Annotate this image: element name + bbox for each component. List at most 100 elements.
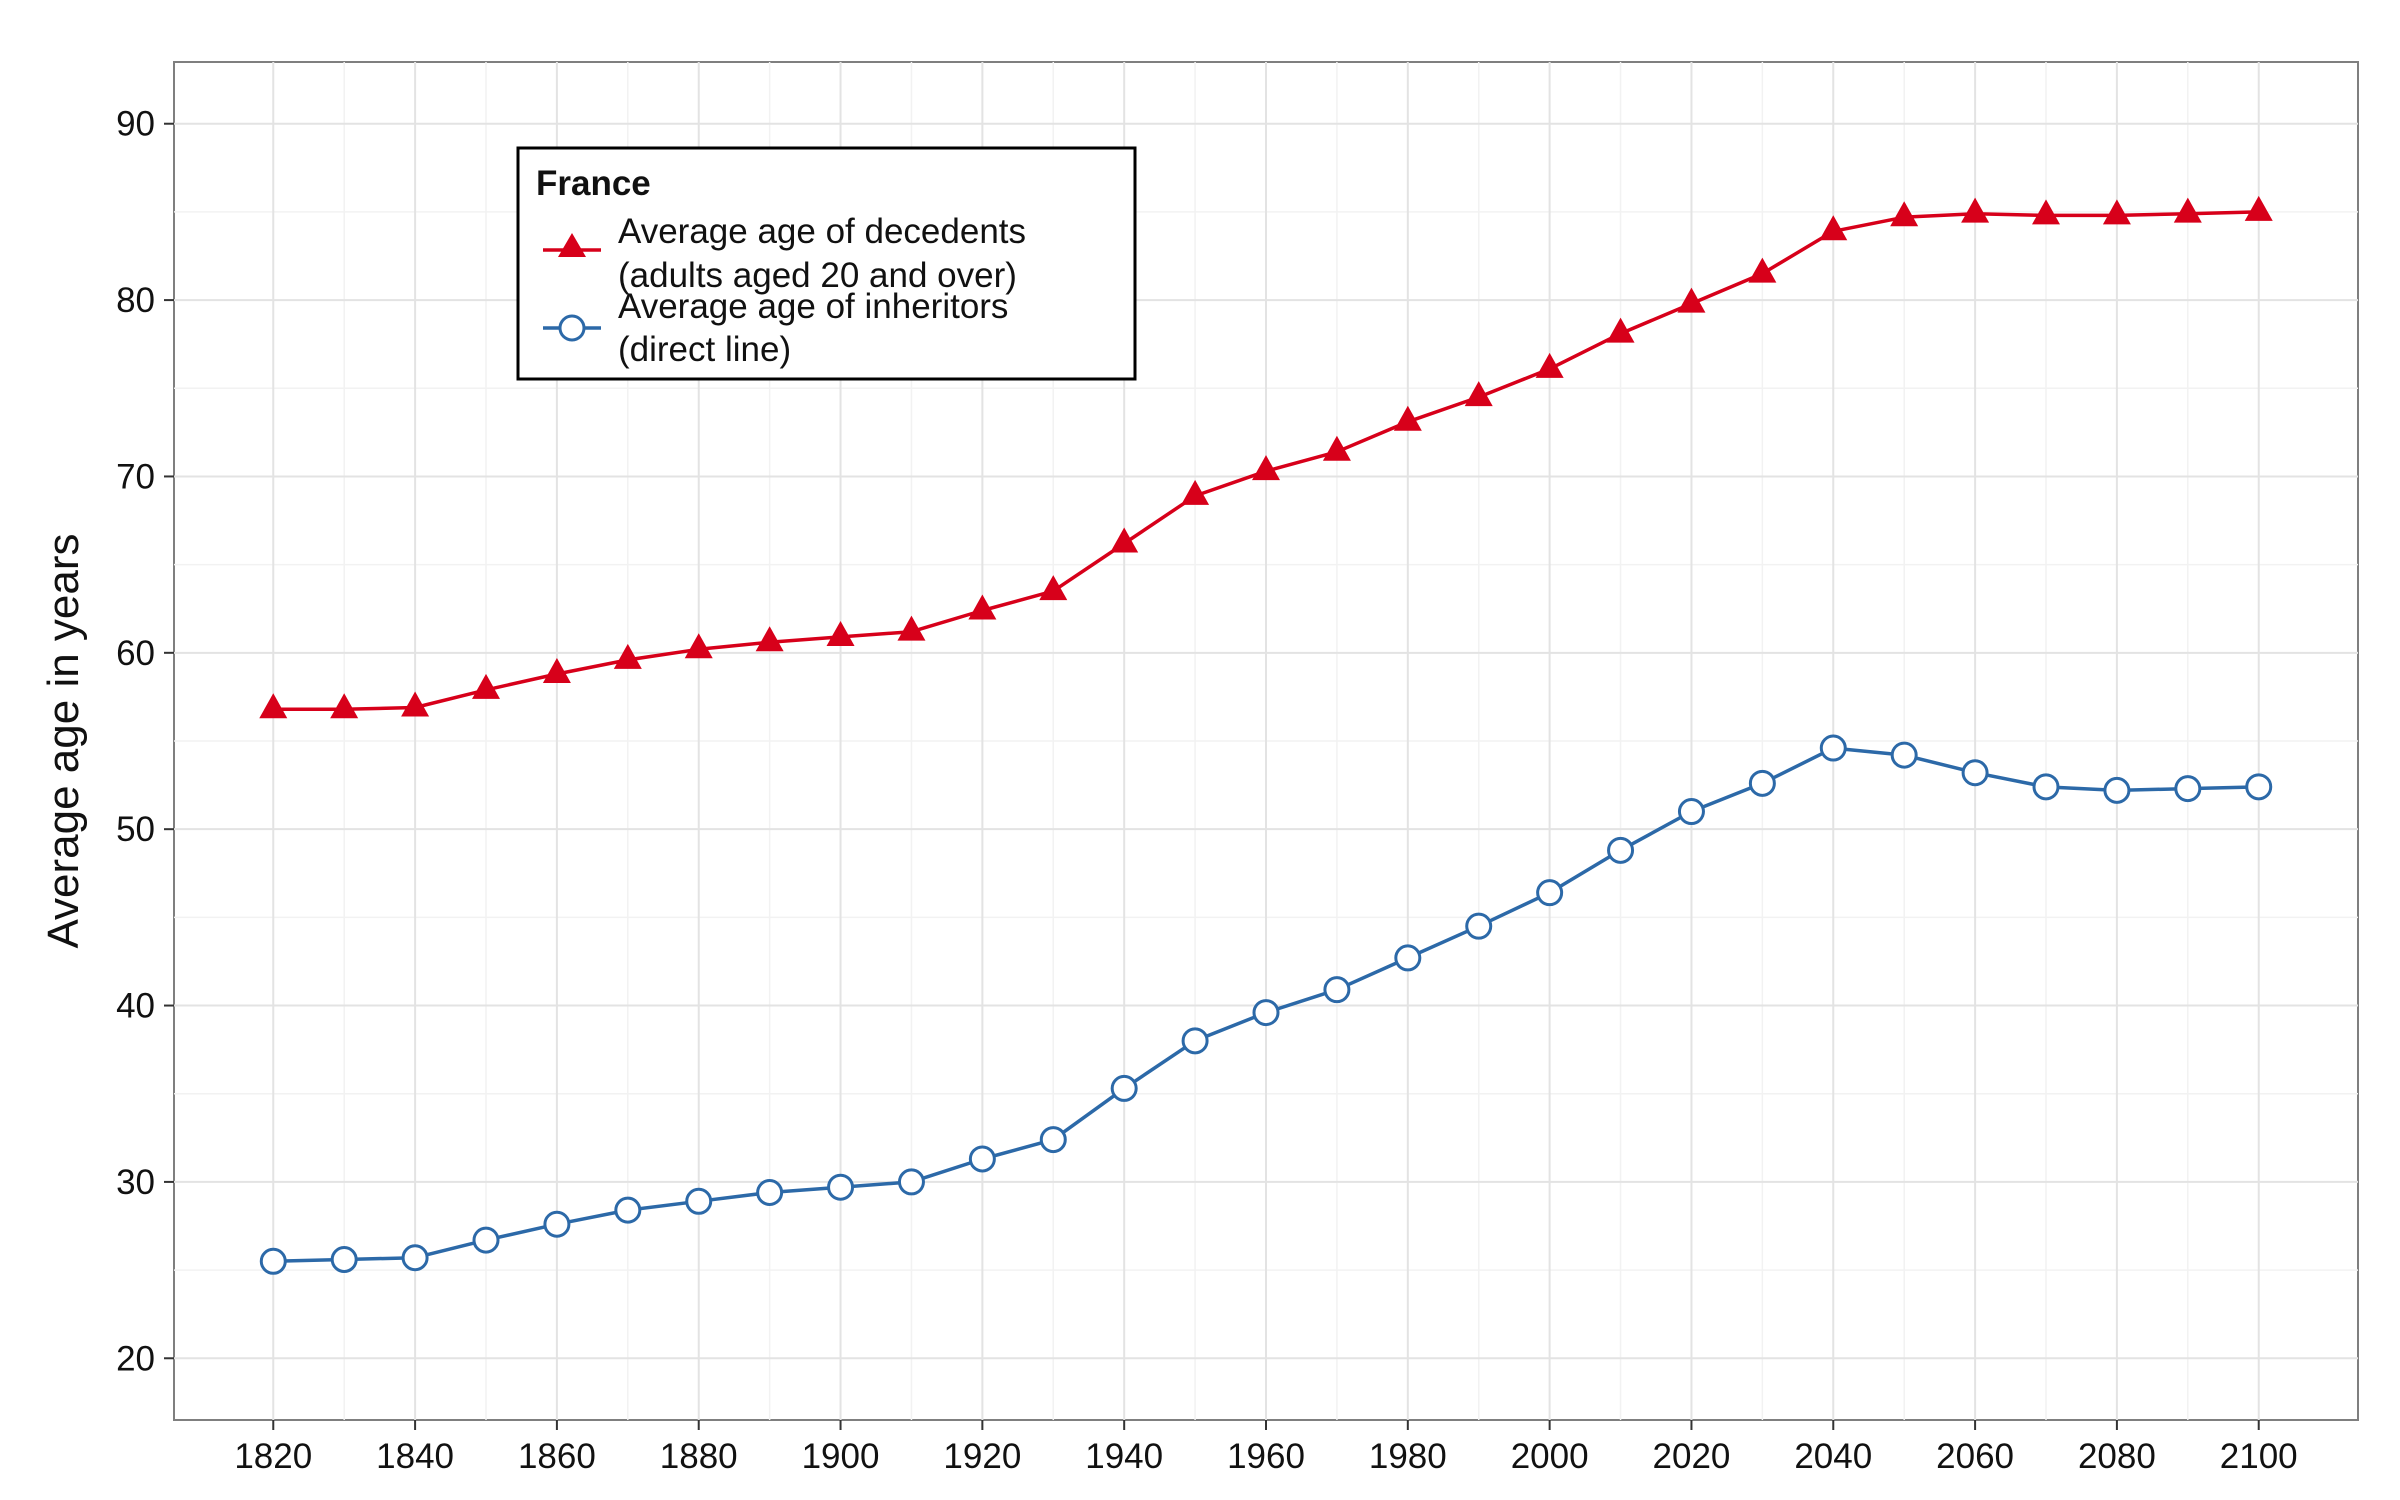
data-point-inheritors	[968, 1145, 996, 1173]
legend-inheritors-label-line2: (direct line)	[618, 330, 791, 369]
data-point-inheritors	[1536, 879, 1564, 907]
data-point-decedents	[826, 620, 855, 646]
data-point-inheritors	[259, 1247, 287, 1275]
data-point-decedents	[613, 643, 642, 669]
data-point-inheritors	[1961, 759, 1989, 787]
y-axis-title: Average age in years	[39, 533, 88, 948]
data-point-decedents	[2102, 199, 2131, 225]
y-tick-label: 20	[116, 1339, 155, 1378]
data-point-inheritors	[1110, 1074, 1138, 1102]
data-point-decedents	[1535, 352, 1564, 378]
x-tick-label: 1940	[1085, 1437, 1163, 1476]
data-point-decedents	[1110, 527, 1139, 553]
legend-box	[516, 146, 1137, 381]
data-point-inheritors	[827, 1173, 855, 1201]
x-tick-label: 2080	[2078, 1437, 2156, 1476]
legend-item-decedents: Average age of decedents (adults aged 20…	[543, 212, 1026, 295]
data-point-decedents	[472, 673, 500, 699]
data-point-inheritors	[1465, 912, 1493, 940]
data-point-decedents	[1961, 197, 1990, 223]
data-point-decedents	[1890, 201, 1919, 227]
legend-decedents-marker	[558, 233, 586, 257]
data-point-inheritors	[1607, 836, 1635, 864]
data-point-decedents	[755, 626, 784, 652]
x-tick-label: 1820	[234, 1437, 312, 1476]
y-tick-label: 50	[116, 810, 155, 849]
data-point-inheritors	[543, 1210, 571, 1238]
data-point-inheritors	[2174, 775, 2202, 803]
y-tick-label: 30	[116, 1163, 155, 1202]
data-point-decedents	[2244, 195, 2273, 221]
data-point-inheritors	[1890, 741, 1918, 769]
data-point-decedents	[968, 594, 997, 620]
data-point-decedents	[1252, 455, 1280, 481]
x-tick-label: 1880	[660, 1437, 738, 1476]
data-point-decedents	[1819, 215, 1848, 241]
data-point-decedents	[542, 657, 571, 683]
data-point-decedents	[2173, 197, 2202, 223]
data-point-inheritors	[1819, 734, 1847, 762]
x-tick-label: 2000	[1511, 1437, 1589, 1476]
series-inheritors	[259, 734, 2273, 1275]
series-decedents	[259, 195, 2273, 719]
data-point-inheritors	[330, 1246, 358, 1274]
legend-inheritors-label: Average age of inheritors	[618, 287, 1008, 326]
x-tick-labels: 1820 1840 1860 1880 1900 1920 1940 1960 1980 2000…	[234, 1437, 2297, 1476]
data-point-decedents	[259, 693, 288, 719]
data-point-inheritors	[614, 1196, 642, 1224]
series-layer	[259, 195, 2273, 1275]
data-point-decedents	[684, 633, 713, 659]
data-point-inheritors	[1748, 769, 1776, 797]
x-tick-label: 2060	[1936, 1437, 2014, 1476]
data-point-decedents	[1677, 287, 1706, 313]
y-tick-label: 60	[116, 634, 155, 673]
data-point-inheritors	[1323, 976, 1351, 1004]
data-point-decedents	[1464, 381, 1493, 407]
x-tick-label: 1860	[518, 1437, 596, 1476]
y-tick-labels: 20 30 40 50 60 70 80 90	[116, 105, 155, 1379]
data-point-inheritors	[1677, 798, 1705, 826]
data-point-decedents	[1606, 317, 1635, 343]
data-point-decedents	[1748, 257, 1777, 283]
legend-title: France	[536, 164, 651, 203]
data-point-inheritors	[2032, 773, 2060, 801]
legend-inheritors-marker	[558, 314, 586, 342]
x-tick-label: 1980	[1369, 1437, 1447, 1476]
legend: France Average age of decedents (adults …	[516, 146, 1137, 381]
data-point-decedents	[1039, 575, 1068, 601]
data-point-inheritors	[1039, 1126, 1067, 1154]
y-tick-label: 90	[116, 105, 155, 144]
data-point-inheritors	[472, 1226, 500, 1254]
data-point-inheritors	[1394, 944, 1422, 972]
data-point-decedents	[2032, 199, 2060, 225]
x-tick-label: 1840	[376, 1437, 454, 1476]
legend-decedents-label-line2: (adults aged 20 and over)	[618, 256, 1017, 295]
data-point-inheritors	[2103, 776, 2131, 804]
data-point-inheritors	[756, 1178, 784, 1206]
data-point-inheritors	[1252, 999, 1280, 1027]
data-point-inheritors	[401, 1244, 429, 1272]
x-tick-label: 1920	[943, 1437, 1021, 1476]
data-point-decedents	[330, 693, 359, 719]
data-point-inheritors	[1181, 1027, 1209, 1055]
x-tick-label: 1960	[1227, 1437, 1305, 1476]
x-tick-label: 2100	[2220, 1437, 2298, 1476]
data-point-decedents	[401, 691, 430, 717]
x-tick-label: 2020	[1653, 1437, 1731, 1476]
data-point-decedents	[1393, 405, 1422, 431]
data-point-inheritors	[897, 1168, 925, 1196]
y-tick-label: 40	[116, 987, 155, 1026]
x-tick-label: 2040	[1794, 1437, 1872, 1476]
y-tick-label: 70	[116, 457, 155, 496]
data-point-inheritors	[685, 1187, 713, 1215]
data-point-decedents	[1322, 435, 1351, 461]
legend-item-inheritors: Average age of inheritors (direct line)	[543, 287, 1008, 369]
y-tick-label: 80	[116, 281, 155, 320]
axis-ticks	[164, 122, 2260, 1430]
x-tick-label: 1900	[802, 1437, 880, 1476]
data-point-decedents	[1181, 479, 1210, 505]
data-point-decedents	[897, 615, 926, 641]
legend-decedents-label: Average age of decedents	[618, 212, 1026, 251]
data-point-inheritors	[2245, 773, 2273, 801]
